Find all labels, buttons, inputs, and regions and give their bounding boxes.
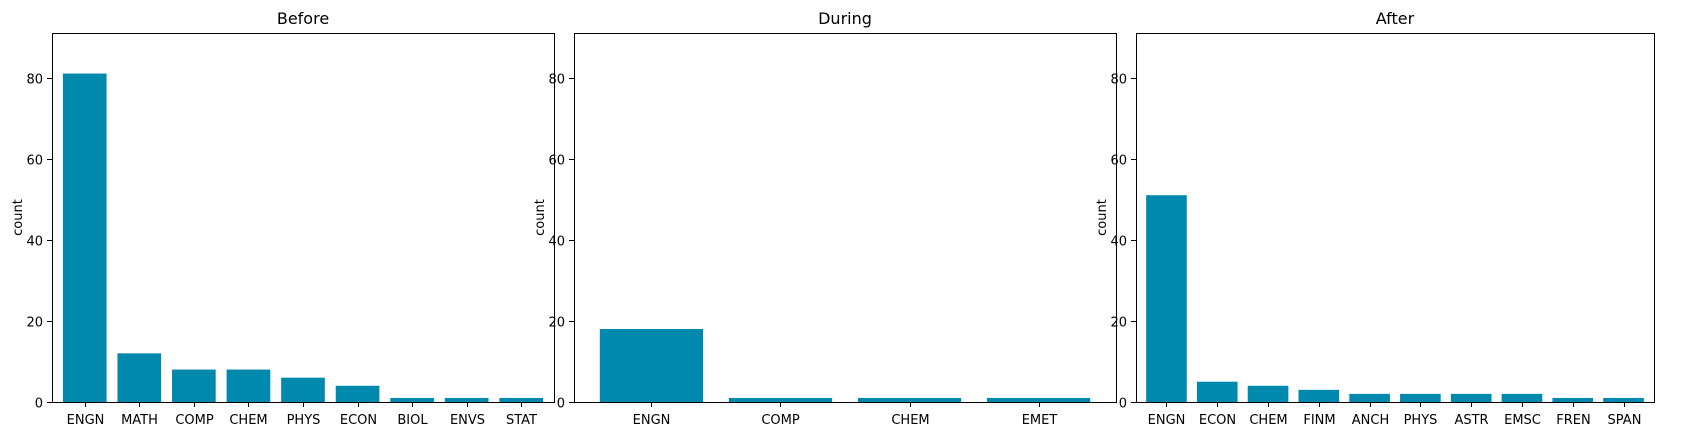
chart-title: Before: [277, 9, 329, 28]
y-axis-label: count: [1095, 199, 1110, 236]
x-tick-label: CHEM: [891, 413, 929, 428]
x-tick-label: ENGN: [633, 413, 671, 428]
y-axis-label: count: [533, 199, 548, 236]
x-tick-label: COMP: [175, 413, 214, 428]
y-tick-label: 0: [557, 397, 565, 412]
y-tick-label: 60: [26, 154, 43, 169]
y-tick-label: 80: [1110, 73, 1127, 88]
bar-comp: [728, 397, 833, 402]
chart-title: After: [1376, 9, 1415, 28]
bar-chem: [1247, 385, 1289, 402]
plot-frame: [574, 33, 1117, 403]
bar-math: [117, 353, 162, 402]
y-tick-label: 60: [1110, 154, 1127, 169]
y-tick-label: 0: [35, 397, 43, 412]
x-tick-label: PHYS: [1404, 413, 1438, 428]
y-tick-label: 80: [26, 73, 43, 88]
bar-econ: [335, 385, 380, 402]
chart-panel-before: 0 20 40 60 80 ENGN MATH COMP CHEM PHYS ECON BIOL ENV…: [11, 9, 555, 428]
plot-frame: [52, 33, 555, 403]
chart-title: During: [818, 9, 872, 28]
bar-engn: [599, 329, 704, 402]
y-axis-label: count: [11, 199, 26, 236]
bar-emet: [986, 397, 1091, 402]
x-tick-label: FREN: [1556, 413, 1590, 428]
bar-chem: [857, 397, 962, 402]
x-tick-label: ENGN: [67, 413, 105, 428]
bar-chem: [226, 369, 271, 402]
x-tick-label: CHEM: [229, 413, 267, 428]
x-tick-label: BIOL: [397, 413, 428, 428]
bar-span: [1603, 397, 1644, 402]
x-tick-label: SPAN: [1608, 413, 1642, 428]
bar-engn: [62, 73, 107, 403]
bar-engn: [1146, 195, 1187, 402]
x-tick-label: PHYS: [287, 413, 321, 428]
bar-finm: [1298, 389, 1340, 402]
x-tick-label: STAT: [506, 413, 537, 428]
bar-phys: [1400, 393, 1441, 402]
bar-phys: [281, 377, 325, 402]
y-tick-label: 60: [548, 154, 565, 169]
y-tick-label: 0: [1119, 397, 1127, 412]
y-tick-label: 20: [548, 316, 565, 331]
x-tick-label: ANCH: [1352, 413, 1389, 428]
y-tick-label: 40: [548, 235, 565, 250]
x-tick-label: CHEM: [1249, 413, 1287, 428]
x-tick-label: ENGN: [1148, 413, 1186, 428]
chart-panel-after: 0 20 40 60 80 ENGN ECON CHEM FINM ANCH PHYS ASTR EMS…: [1095, 9, 1655, 428]
bar-anch: [1349, 393, 1390, 402]
x-tick-label: ECON: [340, 413, 377, 428]
x-tick-label: EMSC: [1504, 413, 1541, 428]
y-tick-label: 20: [1110, 316, 1127, 331]
bar-econ: [1196, 381, 1238, 402]
bar-biol: [390, 397, 434, 402]
bar-astr: [1450, 393, 1492, 402]
x-tick-label: FINM: [1303, 413, 1335, 428]
bar-emsc: [1501, 393, 1543, 402]
y-tick-label: 20: [26, 316, 43, 331]
y-tick-label: 40: [1110, 235, 1127, 250]
x-tick-label: ASTR: [1454, 413, 1488, 428]
bar-fren: [1552, 397, 1594, 402]
y-tick-label: 40: [26, 235, 43, 250]
x-tick-label: MATH: [121, 413, 158, 428]
x-tick-label: COMP: [761, 413, 800, 428]
chart-panel-during: 0 20 40 60 80 ENGN COMP CHEM EMET During count: [533, 9, 1117, 428]
bar-envs: [444, 397, 489, 402]
x-tick-label: EMET: [1022, 413, 1058, 428]
y-tick-label: 80: [548, 73, 565, 88]
x-tick-label: ECON: [1199, 413, 1236, 428]
x-tick-label: ENVS: [450, 413, 485, 428]
bar-stat: [499, 397, 544, 402]
bar-comp: [172, 369, 216, 402]
plot-frame: [1136, 33, 1655, 403]
